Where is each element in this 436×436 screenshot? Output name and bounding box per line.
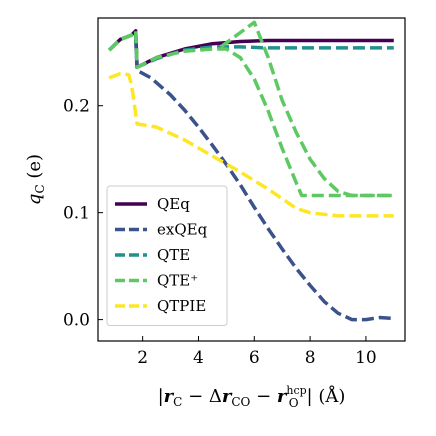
x-tick-label-4: 10: [355, 348, 377, 368]
y-tick-label-0: 0.0: [63, 311, 90, 331]
legend-label-2: QTE: [157, 246, 190, 264]
legend-label-0: QEq: [157, 195, 190, 213]
plot-frame: [97, 17, 406, 342]
series-layer: [107, 20, 394, 322]
legend-box: [106, 185, 228, 326]
series-line-1: [133, 39, 394, 322]
legend-items: QEq exQEq QTE QTE⁺ QTPIE: [115, 195, 208, 315]
legend-label-3: QTE⁺: [157, 272, 198, 290]
legend-label-4: QTPIE: [157, 297, 206, 315]
y-tick-label-2: 0.2: [63, 97, 90, 117]
series-line-5: [108, 71, 394, 218]
x-tick-label-1: 4: [193, 348, 204, 368]
series-line-4: [219, 20, 394, 198]
series-line-3: [107, 29, 394, 198]
y-axis-label: qC (e): [24, 154, 47, 205]
x-axis-label: |rC − ΔrCO − rhcp O | (Å): [158, 384, 346, 410]
y-tick-label-1: 0.1: [63, 204, 90, 224]
x-tick-label-3: 8: [305, 348, 316, 368]
ticks-layer: 2 4 6 8 10 0.0 0.1 0.2: [63, 97, 377, 368]
x-tick-label-2: 6: [249, 348, 260, 368]
legend-label-1: exQEq: [157, 221, 208, 239]
x-tick-label-0: 2: [137, 348, 148, 368]
legend: QEq exQEq QTE QTE⁺ QTPIE: [106, 185, 228, 326]
